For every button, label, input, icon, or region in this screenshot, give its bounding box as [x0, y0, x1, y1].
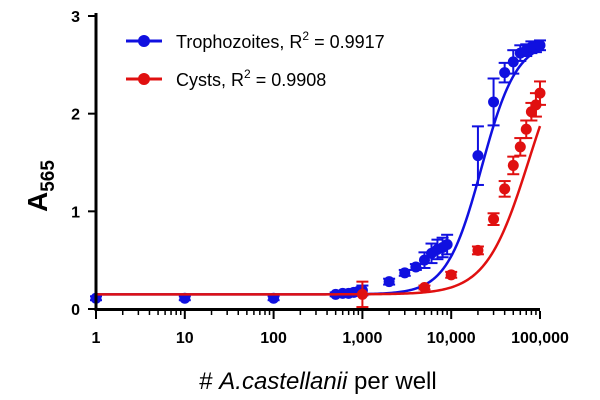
legend-marker-trophozoites — [138, 35, 150, 47]
y-axis-label: A565 — [22, 160, 59, 212]
legend-label-cysts: Cysts, R2 = 0.9908 — [176, 67, 326, 90]
data-point-cysts-0 — [356, 288, 368, 300]
y-tick-label-0: 0 — [71, 302, 80, 319]
data-point-cysts-6 — [507, 159, 519, 171]
data-point-trophozoites-9 — [383, 276, 395, 288]
data-point-trophozoites-16 — [441, 239, 453, 251]
legend-entry-cysts: Cysts, R2 = 0.9908 — [126, 67, 326, 90]
series-cysts — [96, 80, 546, 309]
data-point-trophozoites-17 — [472, 150, 484, 162]
fit-curve-cysts — [96, 125, 542, 296]
plot-area — [90, 39, 546, 309]
legend-label-trophozoites: Trophozoites, R2 = 0.9917 — [176, 29, 385, 52]
x-tick-label-5: 100,000 — [511, 330, 569, 347]
y-tick-label-1: 1 — [71, 204, 80, 221]
axes — [94, 13, 540, 311]
data-point-cysts-11 — [534, 87, 546, 99]
data-point-cysts-7 — [514, 141, 526, 153]
legend-entry-trophozoites: Trophozoites, R2 = 0.9917 — [126, 29, 385, 52]
y-tick-label-3: 3 — [71, 9, 80, 26]
data-point-cysts-1 — [418, 282, 430, 294]
data-point-cysts-2 — [445, 269, 457, 281]
x-tick-label-2: 100 — [260, 330, 287, 347]
data-point-trophozoites-25 — [534, 39, 546, 51]
data-point-trophozoites-19 — [499, 67, 511, 79]
x-axis-label: # A.castellanii per well — [199, 368, 436, 395]
data-point-trophozoites-20 — [507, 56, 519, 68]
data-point-trophozoites-18 — [488, 96, 500, 108]
data-point-cysts-4 — [488, 213, 500, 225]
y-tick-label-2: 2 — [71, 107, 80, 124]
data-point-cysts-3 — [472, 244, 484, 256]
legend-marker-cysts — [138, 73, 150, 85]
data-point-cysts-5 — [499, 183, 511, 195]
data-point-trophozoites-10 — [399, 267, 411, 279]
data-point-trophozoites-11 — [410, 261, 422, 273]
x-tick-label-0: 1 — [92, 330, 101, 347]
x-tick-label-4: 10,000 — [427, 330, 476, 347]
data-point-cysts-8 — [520, 123, 532, 135]
x-tick-label-1: 10 — [176, 330, 194, 347]
x-tick-label-3: 1,000 — [342, 330, 382, 347]
legend: Trophozoites, R2 = 0.9917 Cysts, R2 = 0.… — [126, 29, 385, 90]
